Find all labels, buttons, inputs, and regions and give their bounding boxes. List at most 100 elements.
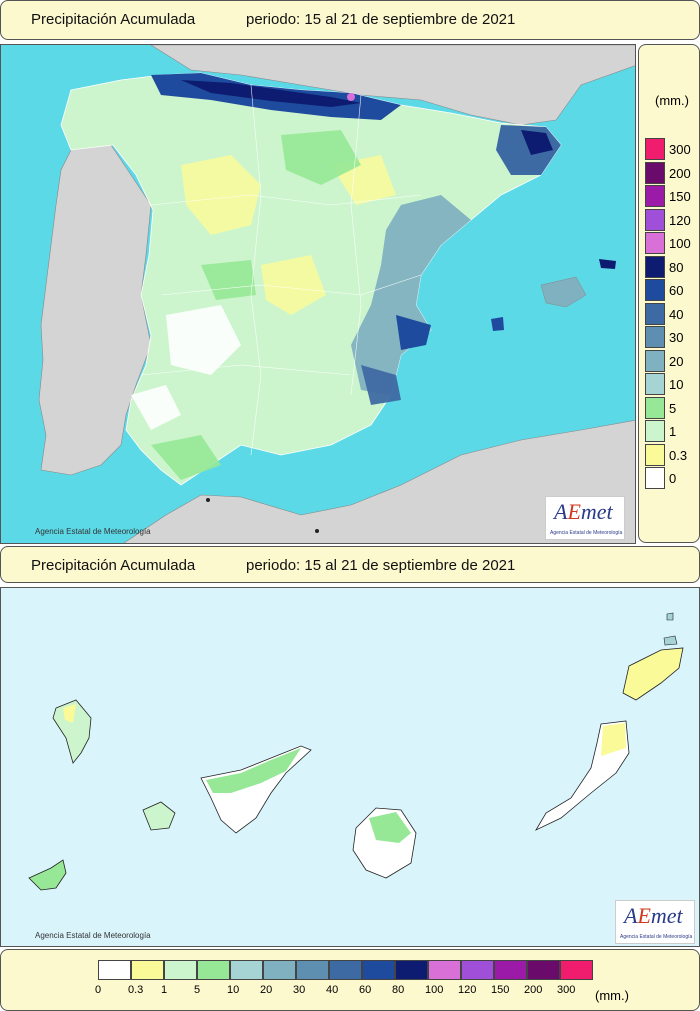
credit-peninsula: Agencia Estatal de Meteorología: [35, 527, 151, 536]
map-title: Precipitación Acumulada: [31, 557, 196, 574]
tenerife-green: [206, 748, 301, 793]
legend-swatch: [645, 185, 665, 207]
island-mallorca: [540, 276, 587, 308]
legend-label: 1: [161, 984, 168, 996]
legend-label: 80: [392, 984, 405, 996]
aemet-logo-peninsula: AEmet Agencia Estatal de Meteorología: [545, 496, 625, 540]
legend-swatch: [645, 373, 665, 395]
map-canarias-svg: [28, 612, 684, 891]
legend-swatch: [296, 960, 329, 980]
legend-label: 60: [359, 984, 372, 996]
legend-swatch: [362, 960, 395, 980]
legend-label: 30: [293, 984, 306, 996]
map-title: Precipitación Acumulada: [31, 11, 196, 28]
map-peninsula-baleares: Agencia Estatal de Meteorología AEmet Ag…: [0, 44, 636, 544]
title-bar-canarias: Precipitación Acumulada periodo: 15 al 2…: [0, 546, 700, 583]
legend-swatch: [645, 138, 665, 160]
legend-label: 0.3: [669, 447, 688, 463]
legend-label: 20: [669, 353, 684, 369]
legend-label: 120: [669, 212, 691, 228]
zone-dry-2: [166, 305, 241, 375]
legend-swatch: [428, 960, 461, 980]
legend-label: 100: [425, 984, 444, 996]
legend-swatch: [164, 960, 197, 980]
legend-swatch: [494, 960, 527, 980]
legend-vertical: (mm.) 300 200 150 120 100 80 60 40 30 20 10 5 1 0.3 0: [638, 44, 700, 543]
melilla: [315, 529, 319, 533]
la-palma-dry: [63, 704, 76, 723]
legend-label: 150: [669, 189, 691, 204]
ceuta: [206, 498, 210, 502]
legend-swatch: [645, 396, 665, 419]
map-period: periodo: 15 al 21 de septiembre de 2021: [246, 557, 516, 574]
legend-swatch: [645, 161, 665, 184]
legend-unit: (mm.): [655, 93, 689, 108]
legend-swatch: [645, 279, 665, 301]
zone-dry-1: [181, 155, 261, 235]
legend-label: 30: [669, 330, 684, 345]
zone-valencia-max: [396, 315, 431, 350]
legend-label: 40: [326, 984, 339, 996]
legend-swatch: [560, 960, 593, 980]
zone-murcia: [361, 365, 401, 405]
island-ibiza: [491, 317, 504, 331]
island-la-gomera: [142, 801, 176, 831]
legend-label: 300: [669, 142, 691, 157]
legend-label: 0: [95, 984, 102, 996]
legend-swatch: [461, 960, 494, 980]
legend-label: 150: [491, 984, 510, 996]
zone-green-2: [201, 260, 256, 300]
land-africa: [123, 420, 635, 543]
zone-green-3: [151, 435, 221, 480]
legend-swatch: [645, 326, 665, 348]
island-la-palma: [52, 699, 92, 764]
legend-label: 300: [557, 984, 576, 996]
legend-swatch: [645, 420, 665, 442]
zone-north-coast-2: [181, 80, 361, 107]
island-alegranza: [666, 612, 674, 621]
region-boundaries: [140, 84, 422, 456]
legend-label: 40: [669, 306, 684, 322]
legend-horizontal: (mm.) 0 0.3 1 5 10 20 30 40 60 80 100 120 150 200 300: [0, 949, 700, 1011]
legend-label: 0: [669, 471, 677, 486]
legend-label: 200: [524, 984, 543, 996]
legend-label: 60: [669, 283, 684, 298]
zone-north-peak: [347, 93, 355, 101]
legend-swatch: [230, 960, 263, 980]
legend-label: 120: [458, 984, 477, 996]
legend-label: 20: [260, 984, 273, 996]
zone-catalonia-max: [521, 130, 553, 155]
legend-label: 0.3: [128, 984, 144, 996]
logo-subtitle: Agencia Estatal de Meteorología: [620, 934, 693, 940]
legend-label: 10: [669, 377, 684, 392]
zone-green-1: [281, 130, 361, 185]
land-portugal: [38, 144, 152, 476]
legend-label: 100: [669, 236, 691, 251]
legend-swatch: [329, 960, 362, 980]
legend-label: 10: [227, 984, 240, 996]
legend-label: 80: [669, 259, 684, 275]
legend-swatch: [645, 232, 665, 254]
gran-canaria-green: [369, 812, 411, 843]
legend-swatch: [263, 960, 296, 980]
logo-wordmark: AEmet: [624, 903, 683, 928]
legend-label: 5: [669, 400, 677, 416]
legend-label: 200: [669, 165, 691, 181]
legend-swatch: [197, 960, 230, 980]
legend-swatch: [131, 960, 164, 980]
legend-label: 1: [669, 424, 677, 439]
legend-swatch: [645, 208, 665, 231]
legend-swatch: [645, 349, 665, 372]
legend-swatch: [98, 960, 131, 980]
island-el-hierro: [28, 859, 67, 891]
island-menorca: [599, 259, 616, 269]
legend-swatch: [645, 302, 665, 325]
land-france: [150, 45, 635, 126]
map-peninsula-svg: [38, 45, 635, 543]
aemet-logo-canarias: AEmet Agencia Estatal de Meteorología: [615, 900, 695, 944]
zone-dry-3: [261, 255, 326, 315]
zone-east-coast: [351, 195, 471, 395]
map-canarias: Agencia Estatal de Meteorología AEmet Ag…: [0, 587, 700, 947]
logo-subtitle: Agencia Estatal de Meteorología: [550, 530, 623, 536]
legend-swatch: [645, 467, 665, 489]
